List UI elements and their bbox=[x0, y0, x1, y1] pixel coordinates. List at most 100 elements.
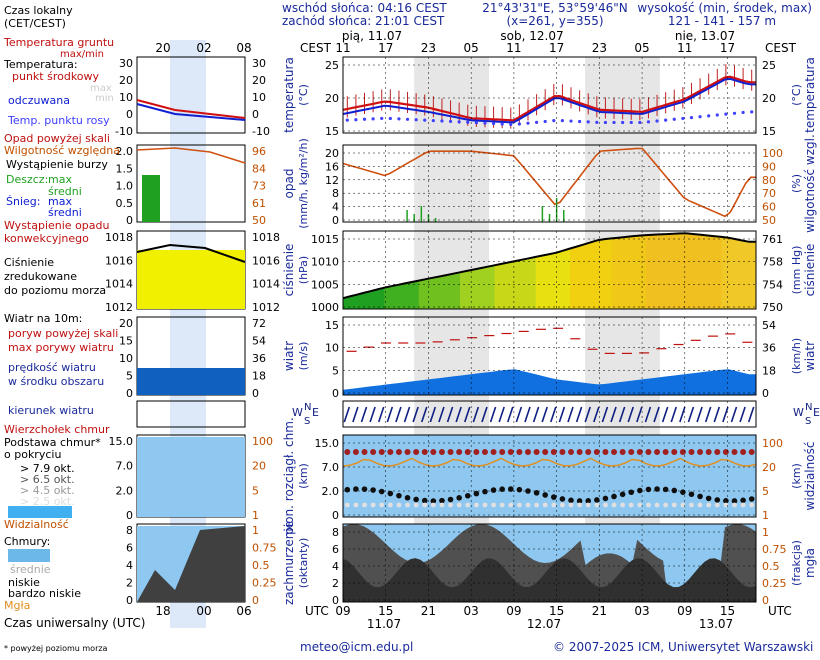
legend-feels-line bbox=[136, 103, 246, 121]
dew-point bbox=[345, 118, 349, 122]
humidity-line bbox=[342, 147, 756, 218]
wind-arrow bbox=[567, 406, 574, 423]
pressure-fill bbox=[521, 258, 530, 309]
legend-top-hour: 08 bbox=[236, 41, 251, 55]
legend-tick-right: 54 bbox=[252, 335, 266, 348]
cloud-base-dot bbox=[637, 487, 643, 494]
cloud-base-dot bbox=[602, 495, 609, 502]
top-day: pią, 11.07 bbox=[342, 29, 402, 43]
legend-tick-right: 1012 bbox=[252, 301, 280, 314]
wind-arrow bbox=[739, 406, 746, 423]
axis-tick-left: 1015 bbox=[311, 233, 339, 246]
cloud-base-dot-light bbox=[680, 502, 686, 508]
legend-tick-right: 100 bbox=[252, 435, 273, 448]
axis-tick-right: 0 bbox=[762, 387, 769, 400]
top-hour: 05 bbox=[634, 41, 649, 55]
bottom-hour: 15 bbox=[720, 604, 735, 618]
bottom-day: 11.07 bbox=[367, 617, 401, 631]
cloud-base-dot bbox=[551, 494, 557, 500]
legend-tick-right: 1 bbox=[252, 509, 259, 522]
temp-line bbox=[342, 75, 756, 122]
wind-arrow bbox=[687, 406, 695, 423]
legend-tick-right: 72 bbox=[252, 317, 266, 330]
cloud-base-dot-light bbox=[603, 502, 608, 508]
pressure-line bbox=[342, 232, 756, 300]
cloud-base-dot bbox=[413, 496, 419, 503]
pressure-fill bbox=[735, 239, 743, 309]
bottom-hour: 09 bbox=[677, 604, 692, 618]
pressure-fill bbox=[597, 239, 606, 309]
axis-tick-right: 20 bbox=[762, 461, 776, 474]
axis-tick-right: 1 bbox=[762, 526, 769, 539]
feels-line bbox=[342, 77, 756, 124]
wind-arrow bbox=[644, 406, 652, 423]
bottom-hour: 03 bbox=[464, 604, 479, 618]
legend-text: > 6.5 okt. bbox=[20, 473, 75, 486]
dew-point bbox=[638, 120, 642, 125]
legend-tick-left: 0 bbox=[126, 387, 133, 400]
axis-tick-left: 1010 bbox=[311, 256, 339, 269]
wind-arrow bbox=[722, 406, 729, 423]
legend-tick-left: 30 bbox=[119, 57, 133, 70]
panel-right-label: wilgotność wzgl. bbox=[803, 134, 817, 233]
cloud-base-dot bbox=[430, 498, 437, 504]
wind-arrow bbox=[627, 406, 634, 423]
cloud-top-dot bbox=[395, 449, 402, 455]
pressure-fill bbox=[377, 288, 385, 309]
pressure-fill bbox=[349, 295, 358, 309]
grid-text: (x=261, y=355) bbox=[506, 14, 604, 28]
cloud-top-dot bbox=[748, 449, 755, 455]
dew-point bbox=[397, 117, 401, 121]
cloud-base-dot bbox=[714, 497, 721, 503]
winddir-w-left: W bbox=[292, 406, 303, 419]
legend-text: Śnieg: bbox=[6, 195, 40, 208]
axis-tick-left: 10 bbox=[325, 342, 339, 355]
pressure-fill bbox=[611, 238, 619, 309]
pressure-fill bbox=[528, 257, 537, 309]
legend-tick-left: 6 bbox=[126, 542, 133, 555]
panel-right-unit: (km/h) bbox=[790, 338, 803, 374]
dew-point bbox=[707, 114, 711, 118]
legend-tick-right: -10 bbox=[252, 125, 270, 138]
dew-point bbox=[655, 119, 659, 123]
cloud-base-dot-light bbox=[491, 502, 496, 508]
axis-tick-left: 7.0 bbox=[322, 461, 340, 474]
pressure-fill bbox=[542, 254, 550, 309]
cloud-top-dot bbox=[516, 449, 523, 455]
legend-cloudbase-bg bbox=[137, 437, 245, 517]
legend-tick-right: 0 bbox=[252, 108, 259, 121]
legend-text: bardzo niskie bbox=[8, 587, 81, 600]
wind-arrow bbox=[696, 406, 703, 423]
cloud-top-dot bbox=[464, 449, 471, 455]
dew-point bbox=[664, 118, 668, 122]
wind-arrow bbox=[584, 406, 591, 423]
legend-text: min bbox=[95, 93, 114, 104]
cloud-base-dot-light bbox=[396, 502, 402, 508]
legend-tick-right: 1014 bbox=[252, 278, 280, 291]
pressure-fill bbox=[749, 241, 757, 309]
wind-arrow bbox=[593, 406, 600, 423]
legend-tick-left: 20 bbox=[119, 317, 133, 330]
wind-arrow bbox=[532, 406, 540, 423]
cloud-base-dot bbox=[731, 498, 738, 504]
cloud-base-dot bbox=[619, 491, 626, 498]
legend-humidity-line bbox=[136, 147, 246, 164]
winddir-n-left: N bbox=[304, 402, 311, 413]
cloud-top-dot bbox=[421, 449, 428, 455]
pressure-fill bbox=[577, 245, 585, 309]
legend-text: max porywy wiatru bbox=[8, 341, 114, 354]
cloud-top-dot bbox=[688, 449, 695, 455]
pressure-fill bbox=[549, 253, 557, 309]
cloud-top-dot bbox=[542, 449, 549, 455]
pressure-fill bbox=[583, 243, 592, 309]
legend-tick-right: 30 bbox=[252, 57, 266, 70]
sun-times: wschód słońca: 04:16 CEST zachód słońca:… bbox=[282, 2, 447, 28]
dew-point bbox=[388, 116, 392, 121]
legend-text: kierunek wiatru bbox=[8, 404, 94, 417]
legend-text: max bbox=[90, 83, 112, 94]
legend-tick-right: 61 bbox=[252, 197, 266, 210]
legend-text: Czas uniwersalny (UTC) bbox=[4, 616, 145, 630]
wind-arrow bbox=[679, 406, 686, 423]
bottom-hour: 09 bbox=[335, 604, 350, 618]
email-link[interactable]: meteo@icm.edu.pl bbox=[300, 640, 414, 654]
